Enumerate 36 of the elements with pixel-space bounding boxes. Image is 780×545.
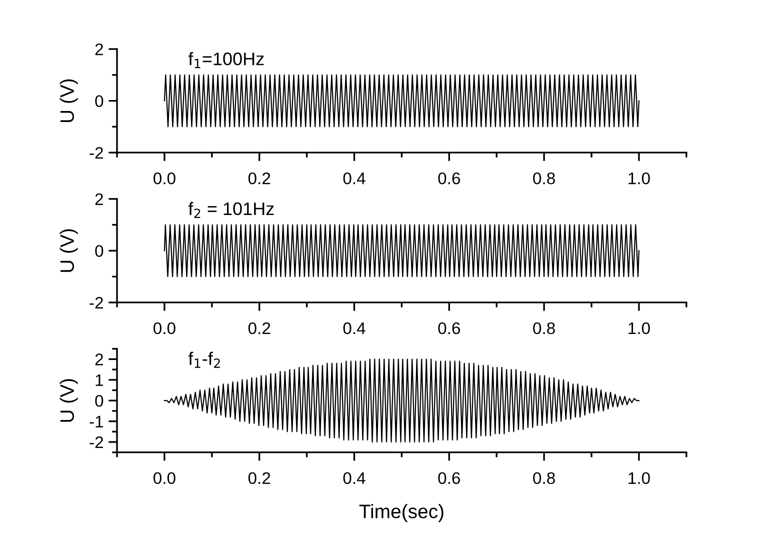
x-tick-label: 0.2	[248, 472, 270, 484]
x-tick-label: 0.0	[154, 172, 176, 184]
y-tick-label: 2	[95, 354, 103, 366]
y-tick-label: 0	[95, 245, 104, 257]
x-tick-label: 0.6	[438, 172, 460, 184]
x-tick-label: 0.8	[533, 472, 555, 484]
x-tick-label: 0.0	[154, 472, 176, 484]
x-tick-label: 0.6	[438, 472, 460, 484]
x-tick-label: 1.0	[628, 472, 650, 484]
y-tick-label: 0	[95, 95, 104, 108]
y-tick-label: -2	[90, 296, 103, 309]
y-tick-label: 0	[95, 394, 104, 407]
y-tick-label: 1	[96, 374, 103, 386]
annotation: f$_{1}$=100Hz	[188, 52, 264, 68]
x-tick-label: 0.4	[343, 472, 366, 484]
x-tick-label: 0.8	[533, 322, 555, 334]
x-tick-label: 0.0	[154, 322, 176, 334]
x-tick-label: 0.6	[438, 322, 460, 334]
y-axis-title: U (V)	[60, 379, 78, 422]
annotation: f$_{1}$-f$_{2}$	[188, 352, 220, 368]
y-tick-label: -2	[90, 436, 103, 448]
y-tick-label: -1	[90, 416, 103, 428]
y-axis-title: U (V)	[60, 79, 78, 122]
x-tick-label: 0.8	[533, 172, 555, 184]
x-tick-label: 0.4	[343, 322, 366, 334]
annotation: f$_{2}$ = 101Hz	[188, 202, 274, 218]
y-tick-label: -2	[90, 147, 103, 159]
x-tick-label: 0.4	[343, 172, 366, 184]
y-tick-label: 2	[95, 193, 103, 205]
y-axis-title: U (V)	[60, 229, 78, 272]
x-axis-title: Time(sec)	[359, 504, 444, 522]
y-tick-label: 2	[95, 43, 103, 56]
x-tick-label: 1.0	[628, 322, 650, 334]
x-tick-label: 0.2	[248, 322, 270, 334]
x-tick-label: 0.2	[248, 172, 270, 184]
x-tick-label: 1.0	[628, 172, 650, 184]
